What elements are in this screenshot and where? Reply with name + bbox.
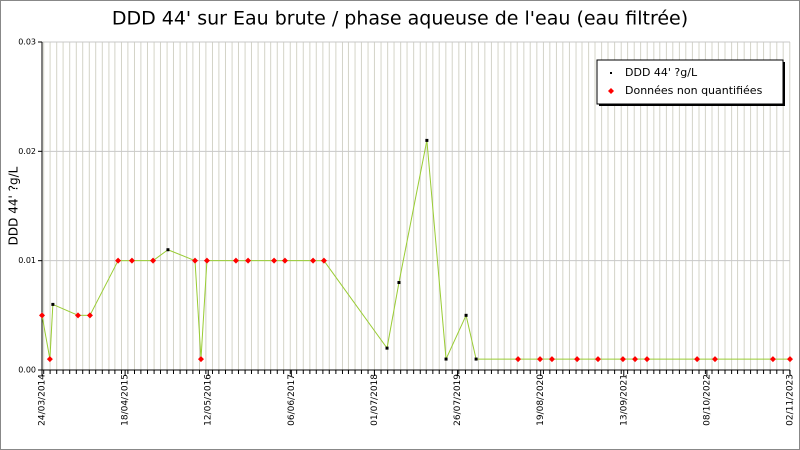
point [75,312,82,319]
line-segment [49,304,54,360]
y-tick-label: 0.01 [18,256,36,265]
point [197,356,204,363]
line-segment [152,249,169,262]
point [320,257,327,264]
point [310,257,317,264]
y-tick-label: 0.02 [18,147,36,156]
point [39,312,45,319]
point [537,356,544,363]
point [632,356,639,363]
point [769,356,776,363]
y-tick-label: 0.03 [18,38,36,47]
line-segment [89,260,119,316]
x-tick-label: 02/11/2023 [786,374,796,426]
point [397,281,401,285]
point [86,312,93,319]
point [51,302,55,306]
point [281,257,288,264]
point [515,356,522,363]
line-segment [41,315,51,360]
point [464,313,468,317]
point [474,357,478,361]
x-tick-label: 06/06/2017 [287,374,297,426]
legend-marker [608,88,614,94]
x-tick-label: 18/04/2015 [121,374,131,426]
x-tick-label: 01/07/2018 [370,374,380,426]
legend-label: Données non quantifiées [625,84,763,97]
point [245,257,252,264]
line-segment [398,140,428,283]
point [548,356,555,363]
x-tick-label: 08/10/2022 [702,374,712,426]
legend-marker [610,72,612,74]
line-segment [426,140,447,360]
point [619,356,626,363]
point [385,346,389,350]
line-segment [386,282,400,349]
point [594,356,601,363]
point [166,248,170,252]
point [150,257,157,264]
point [232,257,239,264]
point [425,138,429,142]
point [711,356,718,363]
x-tick-label: 19/08/2020 [536,374,546,426]
x-tick-label: 12/05/2016 [204,374,214,426]
point [46,356,53,363]
line-segment [200,260,208,360]
point [574,356,581,363]
x-tick-label: 13/09/2021 [619,374,629,426]
line-segment [52,303,79,316]
x-tick-label: 24/03/2014 [38,374,48,426]
line-segment [194,260,202,360]
legend-box [596,59,784,105]
y-axis-label: DDD 44' ?g/L [7,166,21,245]
point [694,356,701,363]
point [271,257,278,264]
point [644,356,651,363]
point [192,257,199,264]
point [203,257,210,264]
line-segment [323,260,388,349]
y-tick-label: 0.00 [18,366,36,375]
legend-label: DDD 44' ?g/L [625,66,698,79]
line-segment [445,315,467,360]
point [128,257,135,264]
point [115,257,122,264]
x-tick-label: 26/07/2019 [453,374,463,426]
line-segment [167,249,196,262]
chart-title: DDD 44' sur Eau brute / phase aqueuse de… [112,8,688,30]
line-segment [465,315,477,360]
point [787,356,793,363]
point [444,357,448,361]
